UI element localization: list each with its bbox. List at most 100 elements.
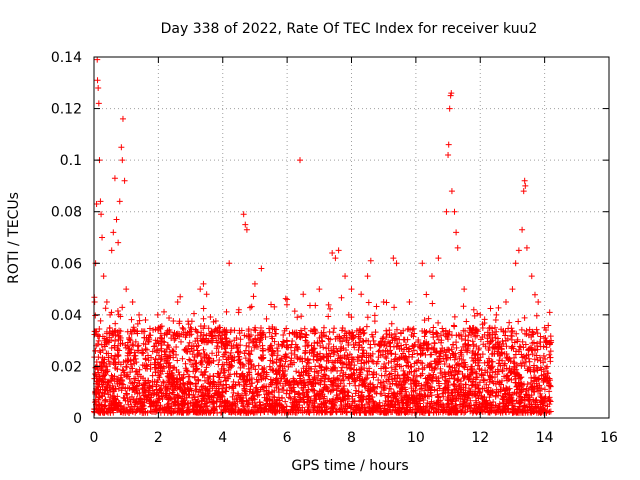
data-point — [478, 371, 485, 378]
data-point — [327, 405, 334, 412]
x-tick-label: 10 — [407, 430, 425, 446]
data-point — [174, 357, 181, 364]
data-point — [164, 385, 171, 392]
data-point — [487, 373, 494, 380]
data-point — [289, 385, 296, 392]
data-point — [407, 363, 414, 370]
data-point — [187, 324, 194, 331]
data-point — [332, 357, 339, 364]
data-point — [399, 385, 406, 392]
data-point — [159, 406, 166, 413]
data-point — [241, 362, 248, 369]
data-point — [258, 355, 265, 362]
data-point — [329, 382, 336, 389]
data-point — [535, 387, 542, 394]
data-point — [174, 398, 181, 405]
data-point — [197, 286, 204, 293]
data-point — [386, 327, 393, 334]
data-point — [310, 406, 317, 413]
data-point — [219, 336, 226, 343]
data-point — [332, 396, 339, 403]
data-point — [410, 387, 417, 394]
data-point — [222, 340, 229, 347]
data-point — [487, 338, 494, 345]
data-point — [120, 381, 127, 388]
data-point — [103, 298, 110, 305]
data-point — [317, 377, 324, 384]
data-point — [290, 406, 297, 413]
data-point — [125, 357, 132, 364]
data-point — [546, 340, 553, 347]
data-point — [370, 337, 377, 344]
data-point — [132, 399, 139, 406]
data-point — [284, 296, 291, 303]
data-point — [222, 408, 229, 415]
data-point — [469, 338, 476, 345]
data-point — [452, 350, 459, 357]
data-point — [545, 377, 552, 384]
data-point — [165, 364, 172, 371]
data-point — [207, 313, 214, 320]
data-point — [252, 335, 259, 342]
data-point — [513, 397, 520, 404]
data-point — [331, 325, 338, 332]
data-point — [441, 361, 448, 368]
data-point — [170, 387, 177, 394]
data-point — [172, 394, 179, 401]
chart-title: Day 338 of 2022, Rate Of TEC Index for r… — [161, 21, 538, 37]
y-tick-label: 0.12 — [51, 102, 82, 118]
data-point — [169, 370, 176, 377]
data-point — [187, 380, 194, 387]
data-point — [367, 257, 374, 264]
data-point — [362, 376, 369, 383]
data-point — [383, 355, 390, 362]
data-point — [268, 351, 275, 358]
data-point — [353, 367, 360, 374]
data-point — [167, 395, 174, 402]
data-point — [416, 392, 423, 399]
data-point — [339, 364, 346, 371]
data-point — [247, 358, 254, 365]
data-point — [428, 405, 435, 412]
data-point — [411, 360, 418, 367]
data-point — [283, 301, 290, 308]
data-point — [302, 343, 309, 350]
data-point — [535, 404, 542, 411]
data-point — [146, 325, 153, 332]
data-point — [377, 380, 384, 387]
data-point — [253, 408, 260, 415]
data-point — [473, 326, 480, 333]
data-point — [301, 350, 308, 357]
data-point — [383, 331, 390, 338]
data-point — [452, 367, 459, 374]
data-point — [146, 383, 153, 390]
data-point — [467, 388, 474, 395]
data-point — [121, 395, 128, 402]
data-point — [269, 358, 276, 365]
data-point — [537, 397, 544, 404]
data-point — [301, 407, 308, 414]
data-point — [425, 409, 432, 416]
data-point — [271, 404, 278, 411]
data-point — [425, 315, 432, 322]
data-point — [228, 403, 235, 410]
data-point — [135, 342, 142, 349]
data-point — [150, 343, 157, 350]
data-point — [359, 353, 366, 360]
data-point — [388, 398, 395, 405]
data-point — [164, 403, 171, 410]
data-point — [475, 359, 482, 366]
data-point — [100, 273, 107, 280]
data-point — [464, 345, 471, 352]
data-point — [460, 384, 467, 391]
data-point — [200, 408, 207, 415]
data-point — [252, 366, 259, 373]
data-point — [451, 313, 458, 320]
data-point — [165, 360, 172, 367]
data-point — [392, 366, 399, 373]
data-point — [341, 407, 348, 414]
data-point — [349, 372, 356, 379]
data-point — [136, 311, 143, 318]
y-tick-label: 0.14 — [51, 50, 82, 66]
data-point — [322, 375, 329, 382]
